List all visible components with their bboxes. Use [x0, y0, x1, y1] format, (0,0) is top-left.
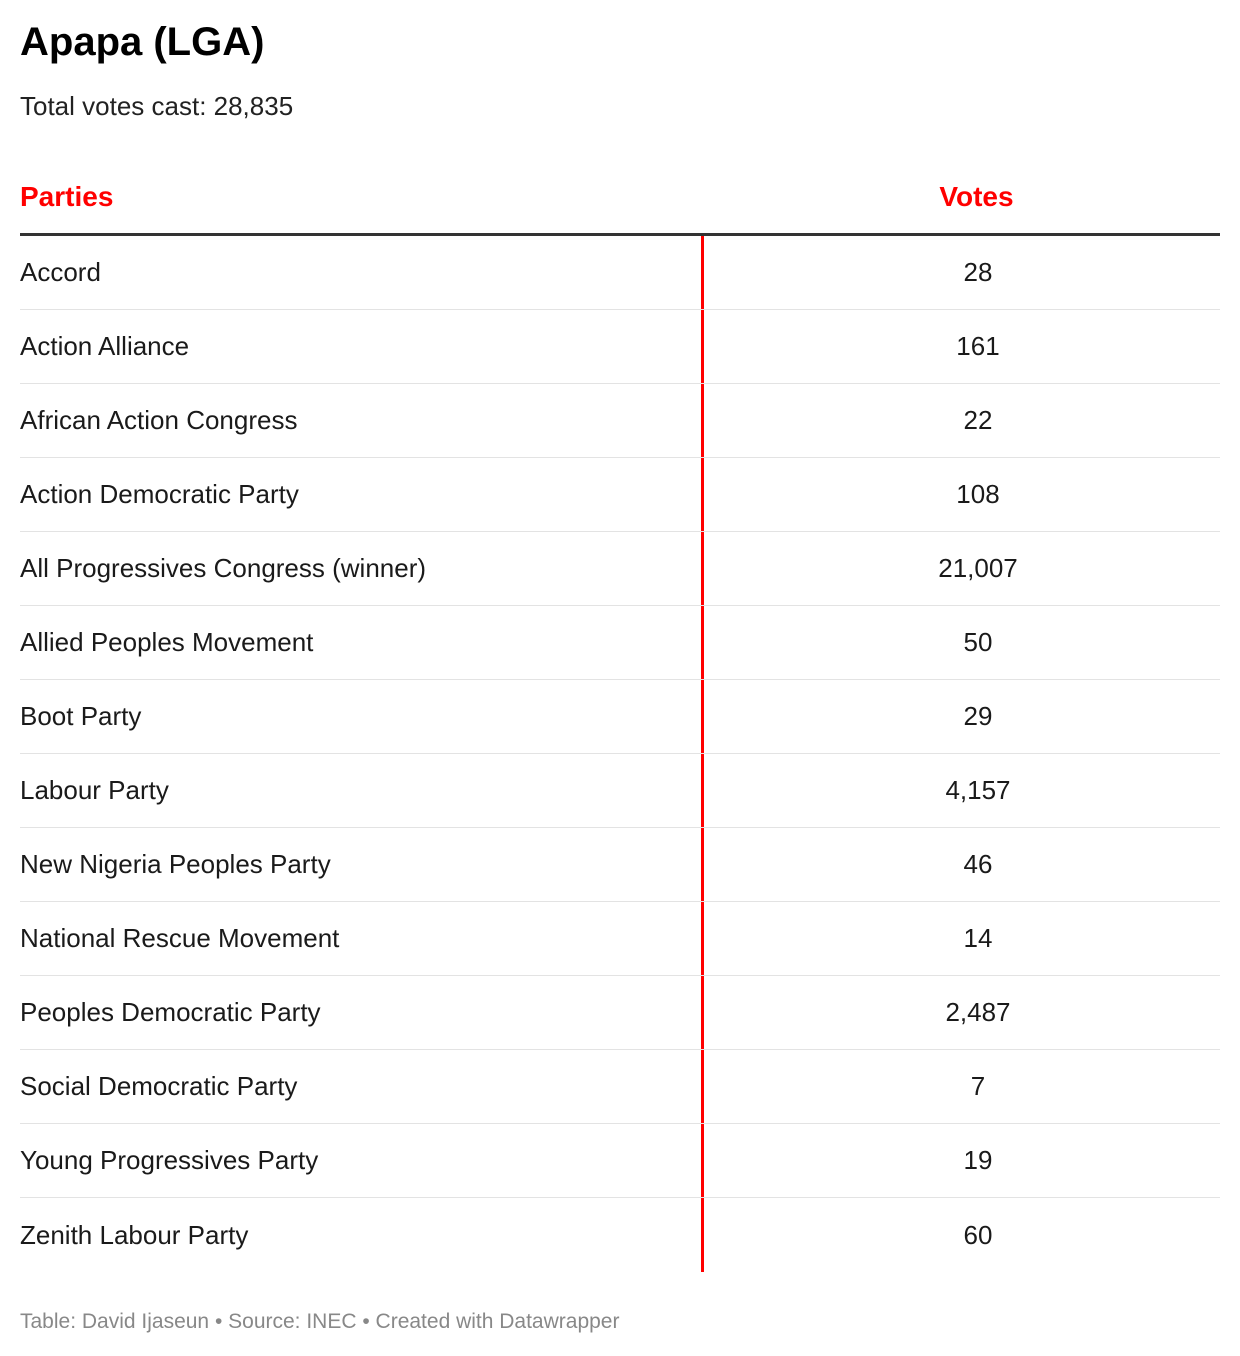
party-cell: Action Democratic Party	[20, 458, 704, 531]
votes-cell: 22	[963, 405, 993, 435]
column-header-votes[interactable]: Votes	[939, 180, 1014, 212]
table-row: Labour Party 4,157	[20, 754, 1220, 828]
votes-cell: 50	[963, 627, 993, 657]
table-header: Parties Votes	[20, 160, 1220, 236]
table-row: Boot Party 29	[20, 680, 1220, 754]
results-table: Parties Votes Accord 28 Action Alliance 161…	[20, 160, 1220, 1272]
table-row: Peoples Democratic Party 2,487	[20, 976, 1220, 1050]
party-cell: National Rescue Movement	[20, 902, 704, 975]
votes-cell: 14	[963, 923, 993, 953]
party-cell: Peoples Democratic Party	[20, 976, 704, 1049]
table-row: Young Progressives Party 19	[20, 1124, 1220, 1198]
votes-cell: 28	[963, 257, 993, 287]
votes-cell: 108	[956, 479, 1000, 509]
table-body: Accord 28 Action Alliance 161 African Action…	[20, 236, 1220, 1272]
table-row: Action Democratic Party 108	[20, 458, 1220, 532]
party-cell: Labour Party	[20, 754, 704, 827]
table-row: New Nigeria Peoples Party 46	[20, 828, 1220, 902]
votes-cell: 46	[963, 849, 993, 879]
votes-cell: 7	[970, 1071, 986, 1101]
votes-cell: 60	[963, 1219, 993, 1250]
footer-credits: Table: David Ijaseun • Source: INEC • Cr…	[20, 1310, 620, 1333]
table-row: Allied Peoples Movement 50	[20, 606, 1220, 680]
party-cell: New Nigeria Peoples Party	[20, 828, 704, 901]
party-cell: Allied Peoples Movement	[20, 606, 704, 679]
party-cell: Social Democratic Party	[20, 1050, 704, 1123]
table-row: All Progressives Congress (winner) 21,007	[20, 532, 1220, 606]
column-header-parties[interactable]: Parties	[20, 180, 114, 212]
votes-cell: 19	[963, 1145, 993, 1175]
table-row: Accord 28	[20, 236, 1220, 310]
party-cell: Young Progressives Party	[20, 1124, 704, 1197]
votes-cell: 21,007	[938, 553, 1018, 583]
votes-cell: 2,487	[945, 997, 1011, 1027]
table-row: National Rescue Movement 14	[20, 902, 1220, 976]
votes-cell: 29	[963, 701, 993, 731]
party-cell: Zenith Labour Party	[20, 1198, 704, 1272]
party-cell: African Action Congress	[20, 384, 704, 457]
party-cell: Accord	[20, 236, 704, 309]
page-title: Apapa (LGA)	[20, 20, 265, 64]
subtitle: Total votes cast: 28,835	[20, 91, 294, 121]
party-cell: Boot Party	[20, 680, 704, 753]
votes-cell: 161	[956, 331, 1000, 361]
table-row: Zenith Labour Party 60	[20, 1198, 1220, 1272]
table-row: Action Alliance 161	[20, 310, 1220, 384]
table-row: Social Democratic Party 7	[20, 1050, 1220, 1124]
party-cell: Action Alliance	[20, 310, 704, 383]
table-row: African Action Congress 22	[20, 384, 1220, 458]
votes-cell: 4,157	[945, 775, 1011, 805]
party-cell: All Progressives Congress (winner)	[20, 532, 704, 605]
